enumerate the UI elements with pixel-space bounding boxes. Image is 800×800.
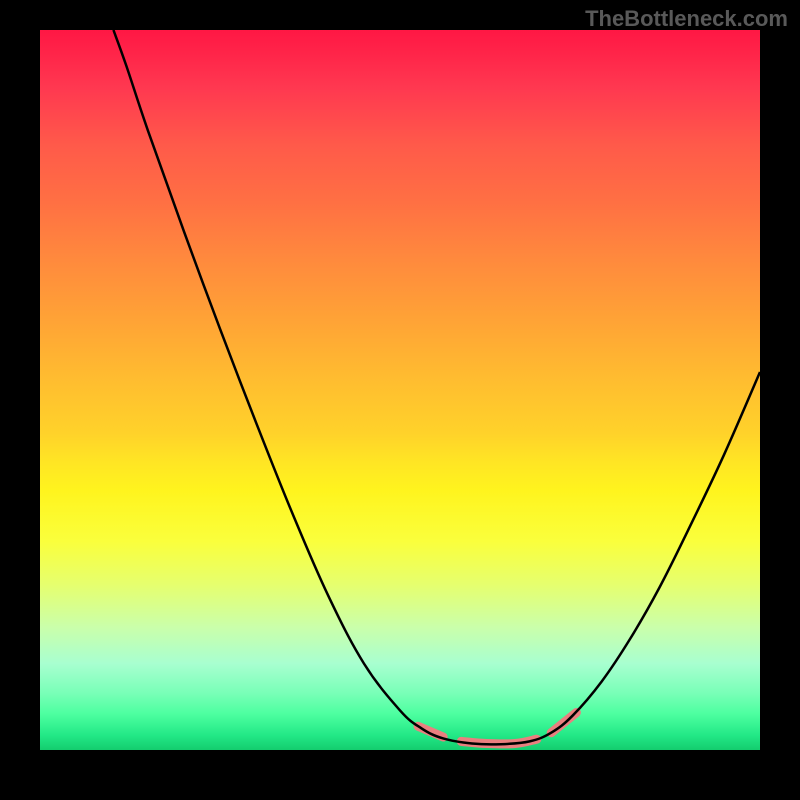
plot-area	[40, 30, 760, 750]
bottleneck-curve	[113, 30, 760, 744]
watermark-text: TheBottleneck.com	[585, 6, 788, 32]
chart-svg	[40, 30, 760, 750]
chart-container: TheBottleneck.com	[0, 0, 800, 800]
